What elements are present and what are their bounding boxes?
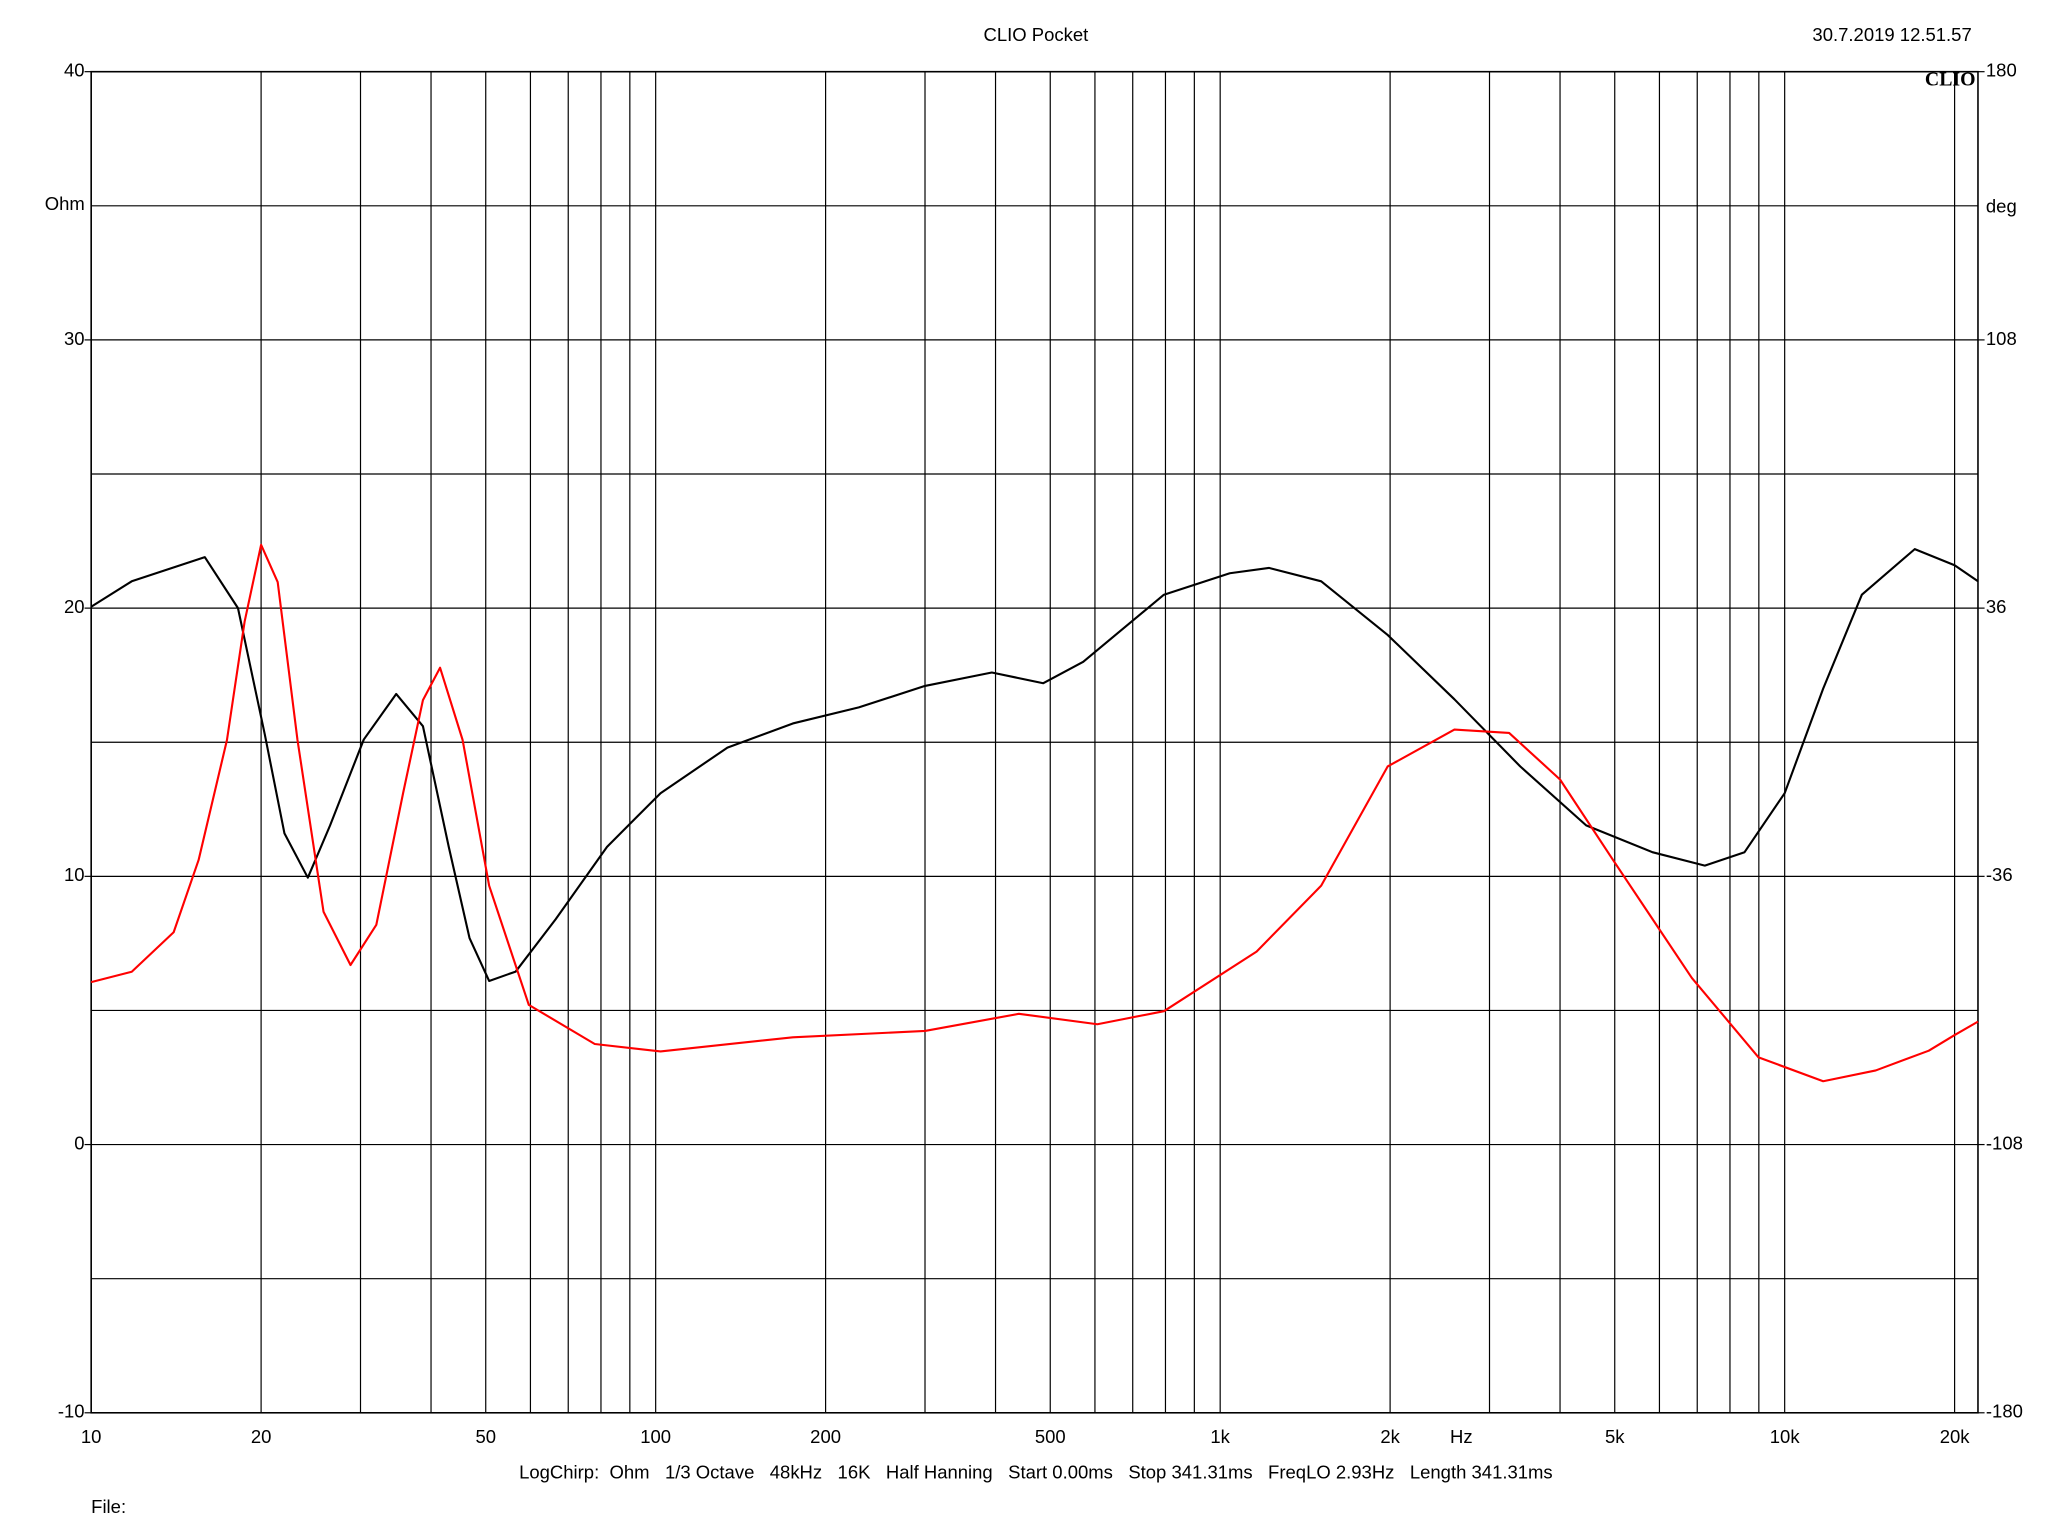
plot-frame bbox=[90, 70, 1979, 1414]
footer: LogChirp: Ohm 1/3 Octave 48kHz 16K Half … bbox=[519, 1461, 1553, 1482]
y2-tick-label: -180 bbox=[1986, 1401, 2023, 1422]
y-tick-label: 30 bbox=[64, 328, 85, 349]
x-tick-label: 20k bbox=[1940, 1426, 1971, 1447]
y2-tick-label: 36 bbox=[1986, 596, 2007, 617]
x-tick-label: 5k bbox=[1605, 1426, 1625, 1447]
y2-tick-label: -36 bbox=[1986, 864, 2013, 885]
x-tick-label: 1k bbox=[1210, 1426, 1230, 1447]
curve bbox=[90, 548, 1979, 983]
y-tick-label: 20 bbox=[64, 596, 85, 617]
logo: CLIO bbox=[1925, 68, 1976, 90]
x-tick-label: 500 bbox=[1035, 1426, 1066, 1447]
x-tick-label: 10 bbox=[81, 1426, 102, 1447]
y2-axis-label: deg bbox=[1986, 196, 2017, 217]
x-axis-label: Hz bbox=[1450, 1426, 1473, 1447]
y2-tick-label: 180 bbox=[1986, 60, 2017, 81]
curve bbox=[90, 543, 1979, 1083]
y2-tick-label: -108 bbox=[1986, 1132, 2023, 1153]
x-tick-label: 20 bbox=[251, 1426, 272, 1447]
x-tick-label: 10k bbox=[1770, 1426, 1801, 1447]
timestamp: 30.7.2019 12.51.57 bbox=[1812, 24, 1971, 45]
y-tick-label: -10 bbox=[58, 1401, 85, 1422]
y-axis-label: Ohm bbox=[45, 193, 85, 214]
y-tick-label: 0 bbox=[74, 1132, 84, 1153]
y2-tick-label: 108 bbox=[1986, 328, 2017, 349]
x-tick-label: 200 bbox=[810, 1426, 841, 1447]
y-tick-label: 40 bbox=[64, 60, 85, 81]
chart-title: CLIO Pocket bbox=[983, 24, 1088, 45]
y-tick-label: 10 bbox=[64, 864, 85, 885]
x-tick-label: 50 bbox=[475, 1426, 496, 1447]
file-label: File: bbox=[91, 1496, 126, 1517]
x-tick-label: 2k bbox=[1380, 1426, 1400, 1447]
x-tick-label: 100 bbox=[640, 1426, 671, 1447]
